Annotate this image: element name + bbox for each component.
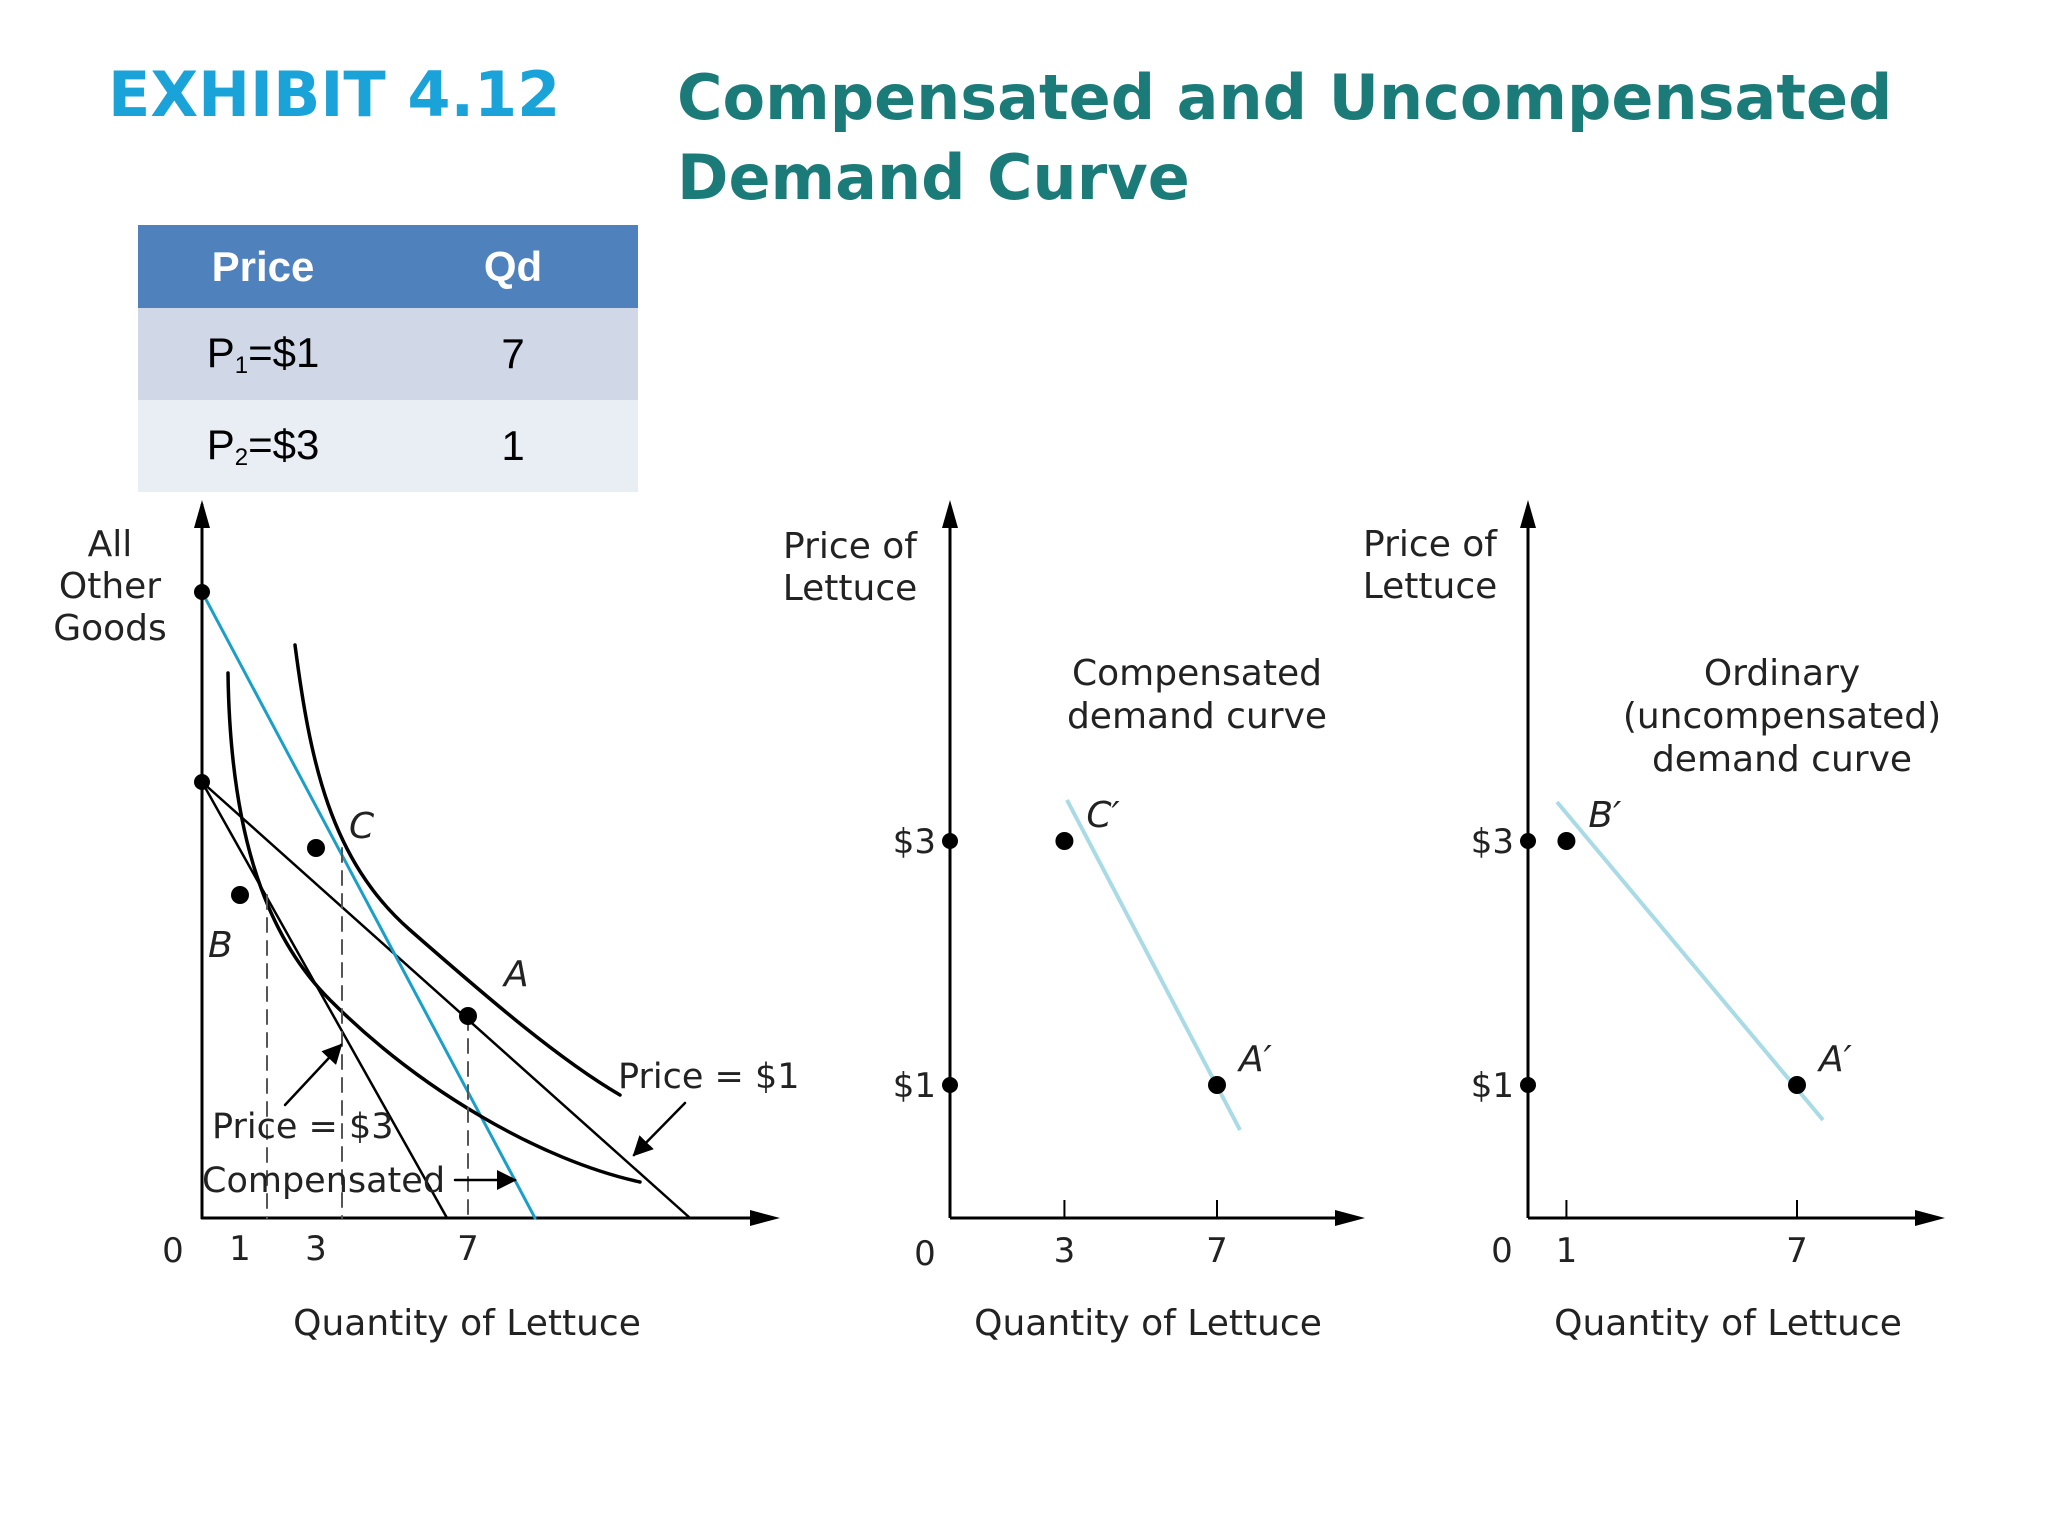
budget-line-price-1 [200,780,692,1220]
panel2-point-label-a-prime: A′ [1237,1039,1272,1080]
panel3-xlabel: Quantity of Lettuce [1554,1303,1902,1344]
panel3-dynamic-marks: $1 $3 1 7 B′ A′ [1471,795,1852,1271]
table-cell-price: P2=$3 [138,400,388,492]
price-value: =$3 [248,420,320,468]
panel1-ylabel-line-1: All [88,524,133,565]
ordinary-demand-curve [1555,800,1825,1122]
price-value: =$1 [248,328,320,376]
panel3-y-tick-label: $3 [1471,822,1514,862]
panel3-curve-label-line-2: (uncompensated) [1623,696,1941,737]
panel2-origin-label: 0 [914,1234,936,1274]
panel1-origin-label: 0 [162,1231,184,1271]
panel3-origin-label: 0 [1491,1231,1513,1271]
panel1-ylabel-line-3: Goods [53,608,167,649]
table-header-row: Price Qd [138,225,638,308]
panel3-x-tick-label: 7 [1786,1231,1808,1271]
panel3-curve-label-line-3: demand curve [1652,739,1912,780]
exhibit-number: EXHIBIT 4.12 [108,58,561,131]
panel-compensated-demand-chart: $1$33 7C′A′ Price of Lettuce Compensated … [783,500,1365,1344]
panel2-y-axis-dot [942,1077,958,1093]
table-header-qd: Qd [388,225,638,308]
panel2-ylabel-line-2: Lettuce [783,568,918,609]
annotation-compensated: Compensated [202,1161,445,1201]
panel1-x-arrow [750,1210,780,1226]
panel3-ylabel-line-1: Price of [1363,524,1498,565]
annotation-price-3: Price = $3 [212,1107,394,1147]
panel3-ylabel-line-2: Lettuce [1363,566,1498,607]
panel1-x-tick-label: 3 [305,1229,327,1269]
panel2-y-tick-label: $3 [893,822,936,862]
panel2-x-arrow [1335,1210,1365,1226]
table-cell-qd: 7 [388,308,638,400]
panel3-x-arrow [1915,1210,1945,1226]
price-symbol: P [206,328,235,376]
panel-indifference-chart: 1 3 7 A B C All Other Goods 0 Quantity of Let… [53,500,800,1344]
annotation-arrow-price-1 [632,1101,687,1157]
budget-line-price-3 [200,780,449,1220]
panel2-point-c-prime [1055,832,1074,850]
panel2-x-tick-label: 3 [1054,1231,1076,1271]
table-header-price: Price [138,225,388,308]
panel2-curve-label-line-2: demand curve [1067,696,1327,737]
table-row: P1=$1 7 [138,308,638,400]
point-label-c: C [349,806,375,847]
panel2-y-arrow [942,500,958,528]
panel-ordinary-demand-chart: $1 $3 1 7 B′ A′ Price of Lettuce Ordinary (un… [1363,500,1945,1344]
table-cell-price: P1=$1 [138,308,388,400]
indifference-curve-low [226,671,642,1184]
panel3-point-label-b-prime: B′ [1588,795,1621,836]
panel2-y-axis-dot [942,833,958,849]
panel2-dynamic-marks: $1 $3 3 7 C′ A′ [893,795,1272,1271]
point-label-a: A [502,954,529,995]
panel1-x-tick-label: 1 [229,1229,251,1269]
panel3-x-tick-label: 1 [1556,1231,1578,1271]
price-subscript: 2 [234,443,249,471]
exhibit-title-line-1: Compensated and Uncompensated [677,61,1893,134]
panel2-point-label-c-prime: C′ [1086,795,1119,836]
table-cell-qd: 1 [388,400,638,492]
panel2-x-tick-label: 7 [1206,1231,1228,1271]
intercept-dot-top [194,584,210,600]
panel3-point-b-prime [1557,832,1576,850]
panel3-point-a-prime [1788,1076,1806,1094]
point-b [231,886,249,904]
panel2-curve-label-line-1: Compensated [1072,653,1322,694]
annotation-price-1: Price = $1 [618,1057,800,1097]
panel1-xlabel: Quantity of Lettuce [293,1303,641,1344]
price-symbol: P [206,420,235,468]
panel2-y-tick-label: $1 [893,1066,936,1106]
table-row: P2=$3 1 [138,400,638,492]
panel3-point-label-a-prime: A′ [1817,1039,1852,1080]
indifference-curve-high [293,643,622,1097]
panel3-curve-label-line-1: Ordinary [1704,653,1860,694]
price-quantity-table: Price Qd P1=$1 7 P2=$3 1 [138,225,638,492]
price-subscript: 1 [234,351,249,379]
exhibit-title: Compensated and Uncompensated Demand Cur… [677,58,1977,218]
panel1-dynamic-marks: 1 3 7 A B C [208,806,529,1269]
panel3-y-axis-dot [1520,1077,1536,1093]
intercept-dot-mid [194,774,210,790]
point-a [459,1007,477,1025]
panel3-y-axis-dot [1520,833,1536,849]
panel2-xlabel: Quantity of Lettuce [974,1303,1322,1344]
point-label-b: B [208,925,233,966]
exhibit-title-line-2: Demand Curve [677,141,1190,214]
panel1-ylabel-line-2: Other [59,566,161,607]
compensated-demand-curve [1065,799,1242,1131]
point-c [307,839,325,857]
panel3-y-arrow [1520,500,1536,528]
panel2-ylabel-line-1: Price of [783,526,918,567]
panel2-point-a-prime [1208,1076,1226,1094]
panel1-x-tick-label: 7 [457,1229,479,1269]
panel1-y-arrow [194,500,210,528]
panel3-y-tick-label: $1 [1471,1066,1514,1106]
annotation-arrow-price-3 [283,1043,343,1107]
